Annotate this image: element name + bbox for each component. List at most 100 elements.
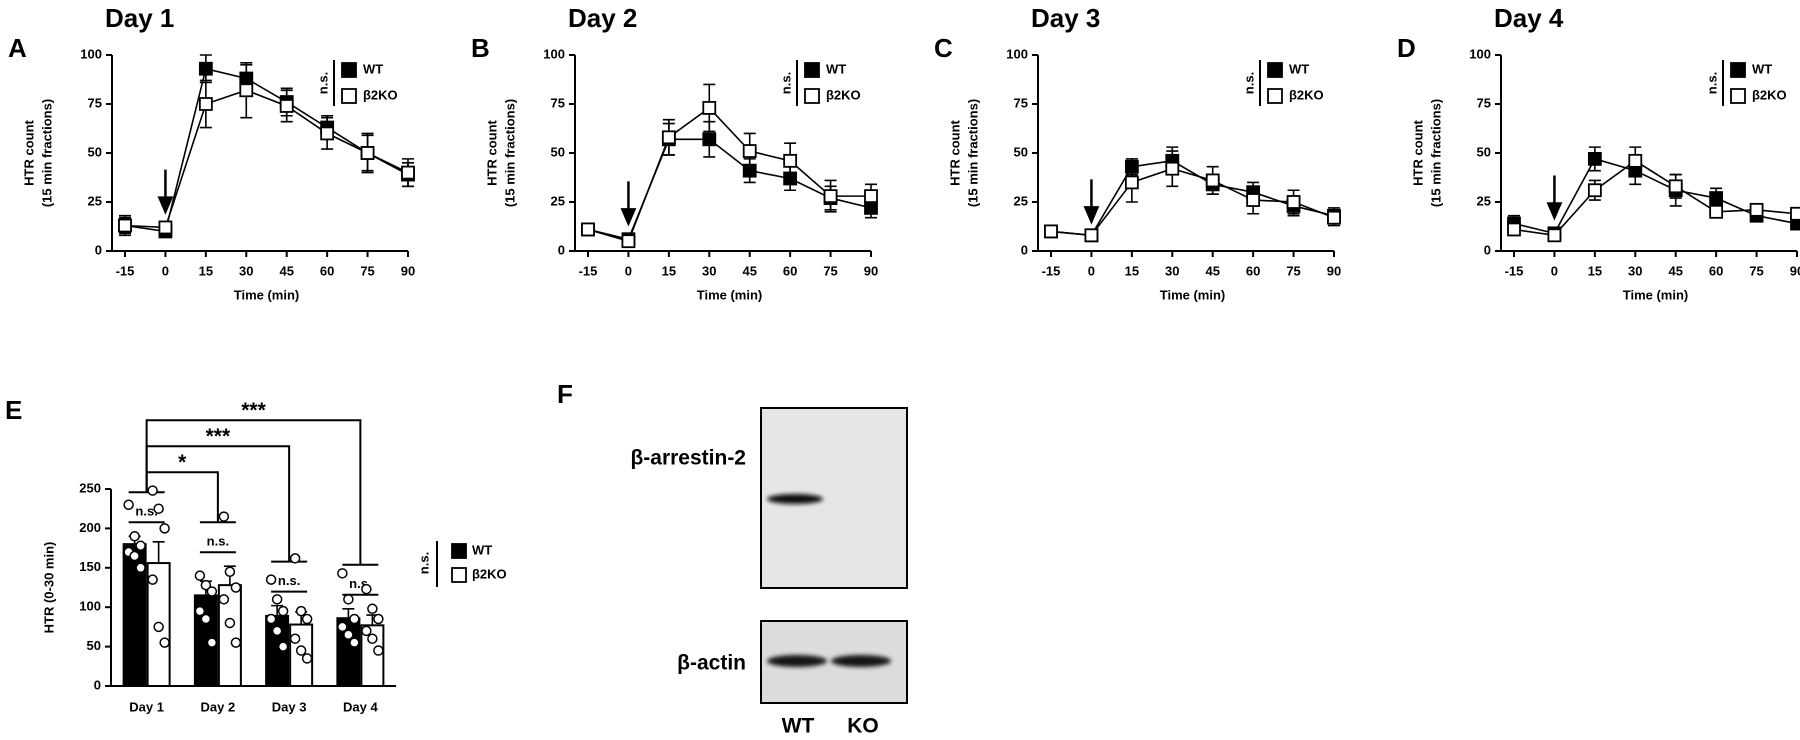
x-tick-label: 60 <box>783 263 797 278</box>
legend-swatch <box>804 62 820 78</box>
x-axis-label: Time (min) <box>697 287 763 302</box>
data-point <box>153 621 164 633</box>
chart-title: Day 3 <box>1031 3 1100 33</box>
legend-label: WT <box>363 61 383 76</box>
marker <box>1084 228 1099 243</box>
marker <box>320 126 335 141</box>
x-tick-label: 45 <box>742 263 756 278</box>
data-point <box>277 605 289 617</box>
x-tick-label: 15 <box>1125 263 1139 278</box>
sig-label: *** <box>206 425 231 448</box>
x-tick-label: 60 <box>1709 263 1723 278</box>
x-tick-label: Day 2 <box>201 699 236 714</box>
y-axis-label: (15 min fractions) <box>965 99 980 207</box>
data-point <box>271 625 283 637</box>
x-tick-label: 15 <box>1588 263 1602 278</box>
data-point <box>301 653 313 664</box>
lane-label: KO <box>847 715 879 738</box>
y-tick-label: 0 <box>94 677 101 692</box>
x-tick-label: 60 <box>320 263 334 278</box>
chart-title: Day 1 <box>105 3 174 33</box>
marker <box>661 130 676 145</box>
marker <box>1749 202 1764 217</box>
data-point <box>295 605 307 617</box>
marker <box>742 144 757 158</box>
y-tick-label: 50 <box>1014 144 1028 159</box>
data-point <box>367 603 378 615</box>
y-tick-label: 100 <box>1469 46 1491 61</box>
data-point <box>123 499 134 511</box>
y-tick-label: 25 <box>551 193 565 208</box>
y-tick-label: 75 <box>551 95 565 110</box>
legend-swatch <box>341 62 357 78</box>
data-point <box>343 629 354 641</box>
data-point <box>337 568 348 579</box>
marker <box>823 189 838 204</box>
marker <box>742 163 757 178</box>
arrow <box>157 169 174 215</box>
data-point <box>147 485 158 496</box>
data-point <box>194 605 206 617</box>
x-tick-label: 0 <box>162 263 169 278</box>
legend-label: β2KO <box>472 566 507 581</box>
x-tick-label: 45 <box>1205 263 1219 278</box>
x-tick-label: Day 1 <box>129 699 164 714</box>
legend-swatch <box>1267 88 1283 104</box>
marker <box>239 71 254 86</box>
x-tick-label: 90 <box>1327 263 1341 278</box>
legend-note: n.s. <box>1241 72 1256 94</box>
marker <box>198 61 213 76</box>
marker <box>1327 210 1341 225</box>
x-tick-label: 60 <box>1246 263 1260 278</box>
blot-band <box>831 655 891 667</box>
data-point <box>295 645 307 656</box>
data-point <box>218 594 230 605</box>
legend-note: n.s. <box>1704 72 1719 94</box>
legend-swatch <box>451 543 467 559</box>
y-tick-label: 150 <box>79 559 101 574</box>
marker <box>1668 179 1683 194</box>
x-tick-label: Day 4 <box>343 699 378 714</box>
marker <box>1124 175 1139 190</box>
legend-swatch <box>451 567 467 583</box>
legend-label: WT <box>472 542 492 557</box>
panel-letter: F <box>557 379 573 409</box>
data-point <box>265 613 277 625</box>
y-axis-label: HTR count <box>947 119 962 185</box>
data-point <box>224 617 236 629</box>
data-point <box>349 637 360 648</box>
x-tick-label: 15 <box>199 263 213 278</box>
x-axis-label: Time (min) <box>1160 287 1226 302</box>
row-label: β-actin <box>677 652 746 675</box>
data-point <box>373 645 384 656</box>
legend-label: β2KO <box>363 87 398 102</box>
error-bar <box>342 607 355 619</box>
x-tick-label: 45 <box>279 263 293 278</box>
data-point <box>206 637 218 648</box>
marker <box>279 99 294 113</box>
data-point <box>200 613 212 625</box>
marker <box>1507 222 1521 237</box>
legend-label: β2KO <box>826 87 861 102</box>
marker <box>198 97 213 111</box>
x-axis-label: Time (min) <box>234 287 300 302</box>
arrow <box>620 181 637 227</box>
marker <box>239 83 254 98</box>
sig-label: *** <box>241 399 266 422</box>
y-axis-label: HTR count <box>1410 119 1425 185</box>
y-tick-label: 0 <box>1021 242 1028 257</box>
data-point <box>218 511 230 522</box>
lane-label: WT <box>782 715 815 738</box>
marker <box>1044 224 1058 239</box>
legend-note: n.s. <box>778 72 793 94</box>
x-tick-label: Day 3 <box>272 699 307 714</box>
y-tick-label: 200 <box>79 520 101 535</box>
y-tick-label: 100 <box>543 46 565 61</box>
marker <box>1547 228 1562 243</box>
marker <box>1790 206 1800 221</box>
legend-label: WT <box>1289 61 1309 76</box>
data-point <box>135 540 146 551</box>
chart-title: Day 4 <box>1494 3 1564 33</box>
legend-note: n.s. <box>315 72 330 94</box>
